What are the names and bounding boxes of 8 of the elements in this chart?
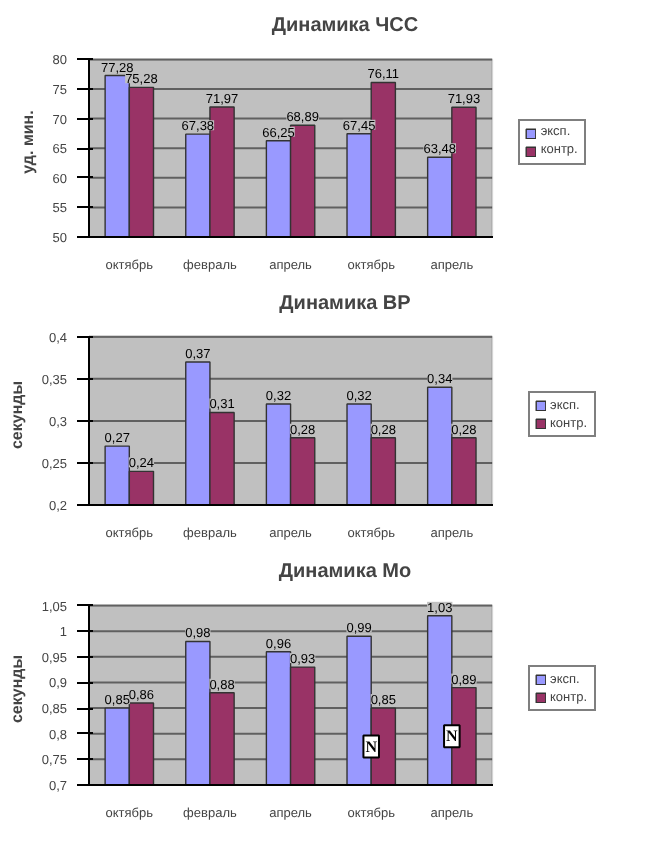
chart-title: Динамика ЧСС <box>271 15 419 37</box>
chart-title: Динамика ВР <box>279 293 412 315</box>
annotation: N <box>365 737 378 756</box>
chart-title: Динамика Мо <box>278 561 412 583</box>
y-axis-title: секунды <box>7 380 26 450</box>
y-axis-title: уд. мин. <box>18 110 37 174</box>
annotation: N <box>446 727 459 746</box>
y-axis-title: секунды <box>7 654 26 724</box>
